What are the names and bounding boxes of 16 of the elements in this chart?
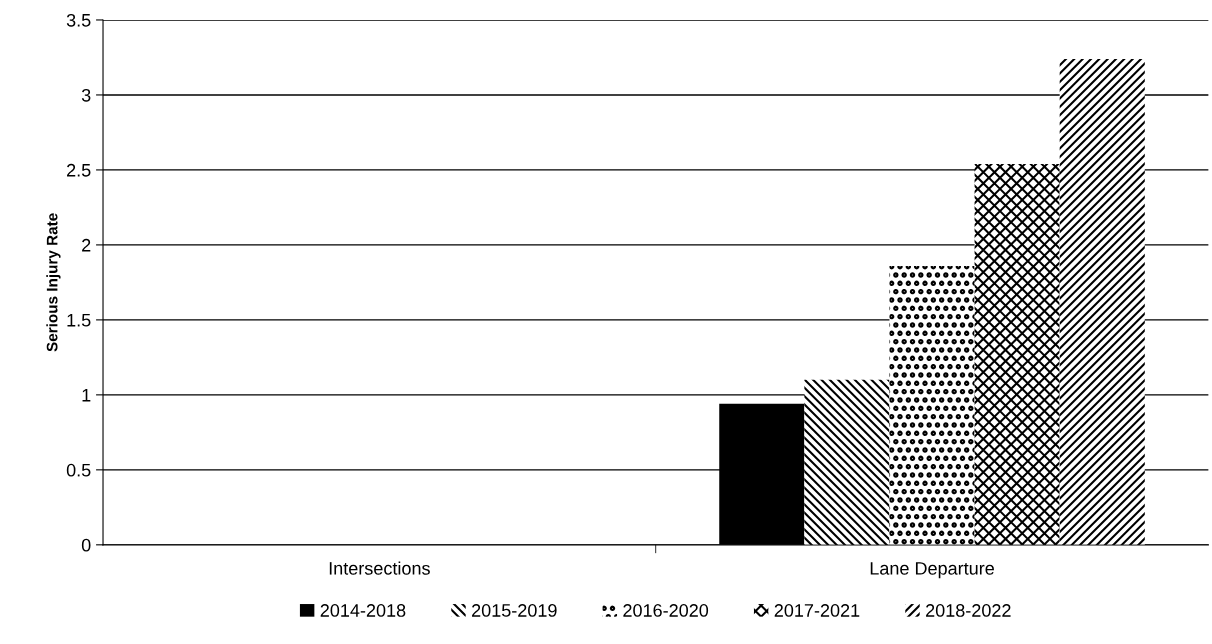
- x-tick-label: Intersections: [329, 561, 430, 575]
- y-tick-label: 2.5: [67, 163, 91, 177]
- y-tick-label: 1: [82, 388, 91, 402]
- y-tick-label: 3: [81, 88, 91, 102]
- y-tick-label: 0.5: [66, 463, 91, 477]
- y-tick-label: 3.5: [66, 13, 91, 27]
- y-axis-title: Serious Injury Rate: [46, 213, 61, 352]
- legend-label: 2017-2021: [774, 604, 860, 617]
- x-tick-label: Lane Departure: [870, 562, 994, 579]
- y-tick-label: 0: [81, 538, 91, 552]
- legend-label: 2018-2022: [926, 604, 1011, 617]
- legend-label: 2015-2019: [472, 604, 557, 617]
- y-tick-label: 1.5: [67, 314, 91, 327]
- legend-label: 2016-2020: [623, 604, 709, 617]
- y-tick-label: 2: [82, 238, 91, 252]
- legend-label: 2014-2018: [320, 604, 406, 617]
